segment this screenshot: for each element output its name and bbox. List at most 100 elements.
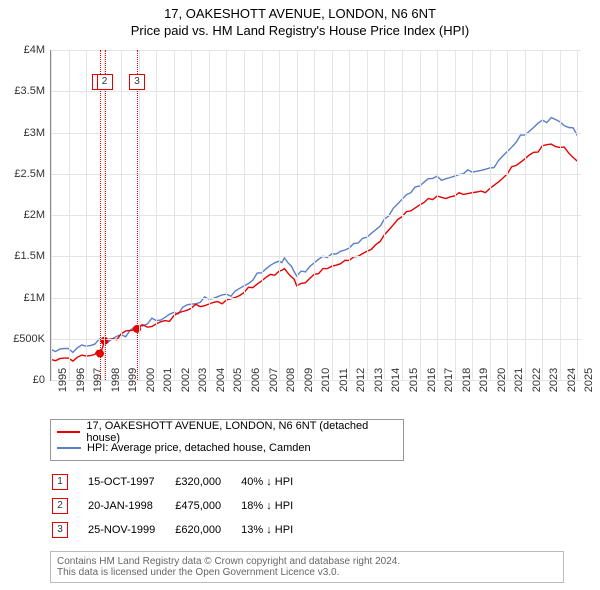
x-axis-tick-label: 2005 [226,368,244,392]
x-axis-tick-label: 2001 [156,368,174,392]
x-axis-tick-label: 2010 [314,368,332,392]
y-axis-tick-label: £1M [24,292,51,304]
gridline-horizontal [51,215,581,216]
sale-delta: 18% ↓ HPI [241,495,311,517]
attribution-footer: Contains HM Land Registry data © Crown c… [50,551,564,583]
gridline-horizontal [51,133,581,134]
x-axis-tick-label: 2015 [402,368,420,392]
gridline-vertical [297,50,298,380]
gridline-vertical [86,50,87,380]
gridline-vertical [121,50,122,380]
legend-row: 17, OAKESHOTT AVENUE, LONDON, N6 6NT (de… [57,424,397,440]
sale-index-box: 1 [52,474,68,490]
x-axis-tick-label: 2019 [472,368,490,392]
legend-label: HPI: Average price, detached house, Camd… [87,442,311,454]
gridline-vertical [209,50,210,380]
x-axis-tick-label: 2014 [384,368,402,392]
sale-date: 20-JAN-1998 [88,495,173,517]
x-axis-tick-label: 2023 [542,368,560,392]
y-axis-tick-label: £0 [33,374,51,386]
y-axis-tick-label: £3M [24,127,51,139]
x-axis-tick-label: 2012 [349,368,367,392]
sale-price: £620,000 [175,519,239,541]
x-axis-tick-label: 2006 [244,368,262,392]
gridline-vertical [279,50,280,380]
gridline-vertical [51,50,52,380]
x-axis-tick-label: 2011 [332,368,350,392]
gridline-horizontal [51,174,581,175]
gridline-vertical [367,50,368,380]
plot-area: £0£500K£1M£1.5M£2M£2.5M£3M£3.5M£4M199519… [50,50,581,381]
sale-marker-line [105,50,106,380]
chart-title-line2: Price paid vs. HM Land Registry's House … [0,23,600,38]
gridline-horizontal [51,298,581,299]
gridline-vertical [542,50,543,380]
x-axis-tick-label: 2018 [455,368,473,392]
sale-marker-line [100,50,101,380]
gridline-vertical [191,50,192,380]
x-axis-tick-label: 2021 [507,368,525,392]
gridline-horizontal [51,91,581,92]
x-axis-tick-label: 2017 [437,368,455,392]
x-axis-tick-label: 2025 [577,368,595,392]
legend-box: 17, OAKESHOTT AVENUE, LONDON, N6 6NT (de… [50,419,404,461]
chart-title-line1: 17, OAKESHOTT AVENUE, LONDON, N6 6NT [0,6,600,21]
sale-delta: 40% ↓ HPI [241,471,311,493]
gridline-vertical [349,50,350,380]
sales-table: 1 15-OCT-1997£320,00040% ↓ HPI 2 20-JAN-199… [50,469,313,543]
chart-container: 17, OAKESHOTT AVENUE, LONDON, N6 6NT Pri… [0,0,600,583]
x-axis-tick-label: 2024 [560,368,578,392]
y-axis-tick-label: £2.5M [14,168,51,180]
legend-label: 17, OAKESHOTT AVENUE, LONDON, N6 6NT (de… [86,420,397,444]
legend-swatch [57,447,81,449]
sale-price: £475,000 [175,495,239,517]
y-axis-tick-label: £500K [13,333,51,345]
gridline-vertical [262,50,263,380]
gridline-vertical [226,50,227,380]
y-axis-tick-label: £3.5M [14,85,51,97]
sale-index-box: 3 [52,522,68,538]
sale-marker-index-box: 3 [129,74,145,90]
y-axis-tick-label: £4M [24,44,51,56]
x-axis-tick-label: 2004 [209,368,227,392]
gridline-vertical [560,50,561,380]
x-axis-tick-label: 1998 [104,368,122,392]
sale-marker-index-box: 2 [97,74,113,90]
sale-price: £320,000 [175,471,239,493]
gridline-vertical [332,50,333,380]
x-axis-tick-label: 2013 [367,368,385,392]
gridline-vertical [156,50,157,380]
x-axis-tick-label: 2003 [191,368,209,392]
gridline-vertical [139,50,140,380]
sale-marker-line [137,50,138,380]
gridline-vertical [577,50,578,380]
gridline-vertical [174,50,175,380]
x-axis-tick-label: 2020 [490,368,508,392]
gridline-vertical [384,50,385,380]
gridline-vertical [507,50,508,380]
x-axis-tick-label: 2016 [420,368,438,392]
sale-delta: 13% ↓ HPI [241,519,311,541]
gridline-vertical [490,50,491,380]
sale-date: 15-OCT-1997 [88,471,173,493]
gridline-horizontal [51,50,581,51]
x-axis-tick-label: 1996 [69,368,87,392]
gridline-vertical [69,50,70,380]
gridline-vertical [472,50,473,380]
y-axis-tick-label: £2M [24,209,51,221]
sales-table-row: 2 20-JAN-1998£475,00018% ↓ HPI [52,495,311,517]
x-axis-tick-label: 2002 [174,368,192,392]
gridline-vertical [437,50,438,380]
footer-line2: This data is licensed under the Open Gov… [57,567,557,578]
gridline-vertical [402,50,403,380]
x-axis-tick-label: 1995 [51,368,69,392]
title-block: 17, OAKESHOTT AVENUE, LONDON, N6 6NT Pri… [0,0,600,40]
legend-swatch [57,431,80,433]
gridline-horizontal [51,339,581,340]
x-axis-tick-label: 2022 [525,368,543,392]
gridline-vertical [314,50,315,380]
x-axis-tick-label: 2000 [139,368,157,392]
x-axis-tick-label: 2007 [262,368,280,392]
sale-index-box: 2 [52,498,68,514]
sale-date: 25-NOV-1999 [88,519,173,541]
